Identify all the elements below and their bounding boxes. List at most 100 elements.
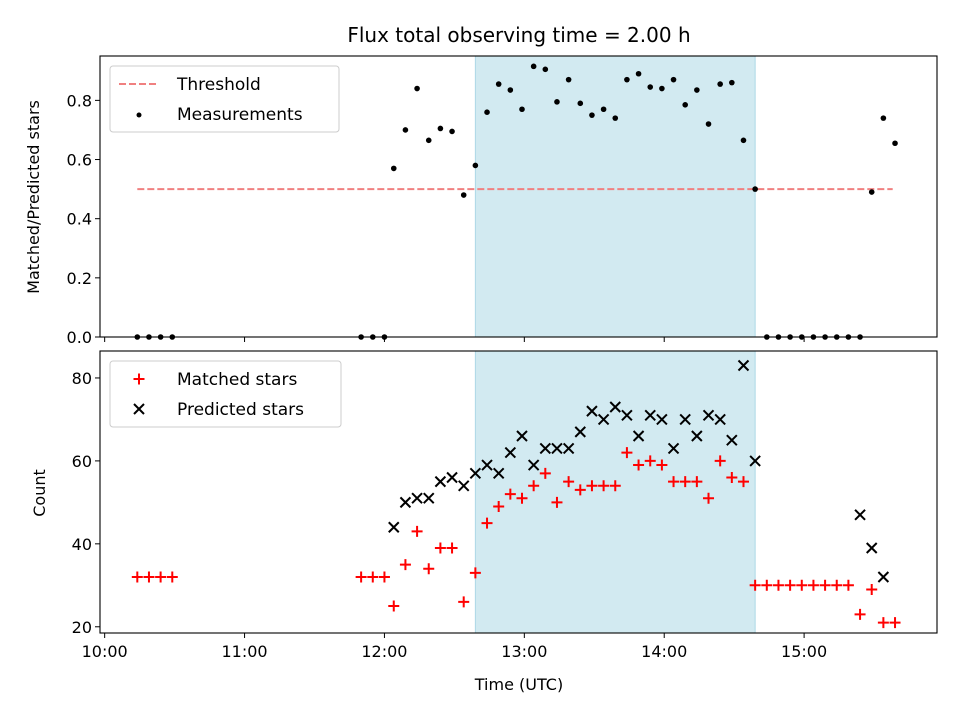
legend-x-marker (133, 403, 145, 415)
matched-star-point (458, 596, 470, 608)
matched-star-point (131, 571, 143, 583)
predicted-star-point (597, 413, 610, 426)
matched-star-point (621, 447, 633, 459)
matched-star-point (516, 492, 528, 504)
predicted-star-point (726, 434, 738, 446)
predicted-star-point (504, 446, 517, 459)
predicted-star-point (469, 467, 482, 480)
matched-star-point (703, 492, 715, 504)
predicted-star-point (574, 426, 586, 438)
predicted-star-point (423, 492, 435, 504)
matched-star-point (504, 488, 516, 500)
x-axis-label: Time (UTC) (474, 675, 563, 694)
predicted-star-point (667, 442, 680, 455)
legend-plus-marker (133, 373, 145, 385)
matched-star-point (155, 571, 167, 583)
y-tick-label: 80 (72, 369, 92, 388)
measurement-point (554, 99, 560, 105)
measurement-point (577, 100, 584, 107)
predicted-star-point (854, 509, 866, 521)
measurement-point (717, 81, 723, 87)
matched-star-point (866, 583, 878, 595)
measurement-point (495, 81, 502, 87)
matched-star-point (609, 480, 621, 492)
count-legend: Matched stars Predicted stars (109, 360, 342, 428)
measurement-point (729, 79, 735, 86)
count-panel-frame (99, 350, 938, 634)
measurement-point (519, 106, 525, 113)
predicted-star-point (446, 471, 458, 484)
matched-star-point (166, 571, 178, 583)
matched-star-point (842, 579, 854, 591)
measurement-point (659, 85, 665, 92)
measurement-point (414, 85, 420, 92)
predicted-star-point (679, 413, 691, 426)
measurement-point (670, 76, 677, 83)
predicted-star-point (481, 459, 493, 471)
y-tick-label: 20 (72, 618, 92, 637)
measurement-point (565, 76, 572, 83)
matched-star-point (493, 501, 505, 513)
matched-star-point (481, 517, 493, 529)
legend-matched-label: Matched stars (177, 370, 297, 390)
matched-star-point (446, 542, 458, 554)
matched-star-point (714, 455, 726, 467)
measurement-point (892, 140, 898, 147)
measurement-point (635, 70, 642, 77)
measurement-point (542, 66, 549, 73)
matched-star-point (784, 579, 796, 591)
matched-star-point (143, 571, 155, 583)
y-tick-label: 60 (72, 452, 92, 471)
matched-star-point (551, 496, 563, 508)
measurement-point (647, 84, 654, 90)
matched-star-point (726, 471, 738, 483)
matched-star-point (831, 579, 843, 591)
predicted-star-point (388, 521, 400, 533)
ratio-panel-frame (99, 55, 938, 338)
predicted-star-point (562, 442, 575, 455)
matched-star-point (388, 600, 400, 612)
measurement-point (740, 137, 747, 144)
matched-star-point (691, 476, 703, 488)
y-tick-label: 40 (72, 535, 92, 554)
measurement-point (600, 106, 607, 113)
matched-star-point (528, 480, 540, 492)
x-tick-label: 11:00 (221, 642, 267, 661)
predicted-star-point (492, 467, 505, 480)
measurement-point (460, 192, 467, 198)
matched-star-point (378, 571, 390, 583)
matched-star-point (796, 579, 808, 591)
observing-window-span (474, 55, 756, 338)
matched-star-point (586, 480, 598, 492)
matched-star-point (656, 459, 668, 471)
measurement-point (624, 76, 630, 83)
y-tick-label: 0.8 (67, 91, 92, 110)
matched-star-point (367, 571, 379, 583)
measurement-point (612, 115, 619, 121)
matched-star-point (761, 579, 773, 591)
matched-star-point (411, 525, 423, 537)
legend-predicted-swatch (133, 403, 145, 415)
measurement-point (449, 128, 455, 135)
measurement-point (437, 125, 444, 132)
matched-star-point (854, 608, 866, 620)
x-tick-label: 13:00 (501, 642, 547, 661)
matched-star-point (633, 459, 645, 471)
ratio-legend: Threshold Measurements (109, 65, 340, 133)
measurement-point (530, 63, 537, 70)
matched-star-point (772, 579, 784, 591)
predicted-star-point (749, 455, 761, 467)
predicted-star-point (656, 413, 668, 426)
predicted-star-point (621, 409, 633, 421)
x-tick-label: 12:00 (361, 642, 407, 661)
matched-star-point (574, 484, 586, 496)
matched-star-point (737, 476, 749, 488)
predicted-star-point (586, 405, 598, 417)
predicted-star-point (737, 359, 750, 372)
count-y-axis-label: Count (30, 469, 49, 517)
measurement-point (484, 109, 490, 115)
matched-star-point (877, 617, 889, 629)
measurement-point (390, 165, 397, 172)
predicted-star-point (539, 442, 552, 455)
matched-star-point (819, 579, 831, 591)
